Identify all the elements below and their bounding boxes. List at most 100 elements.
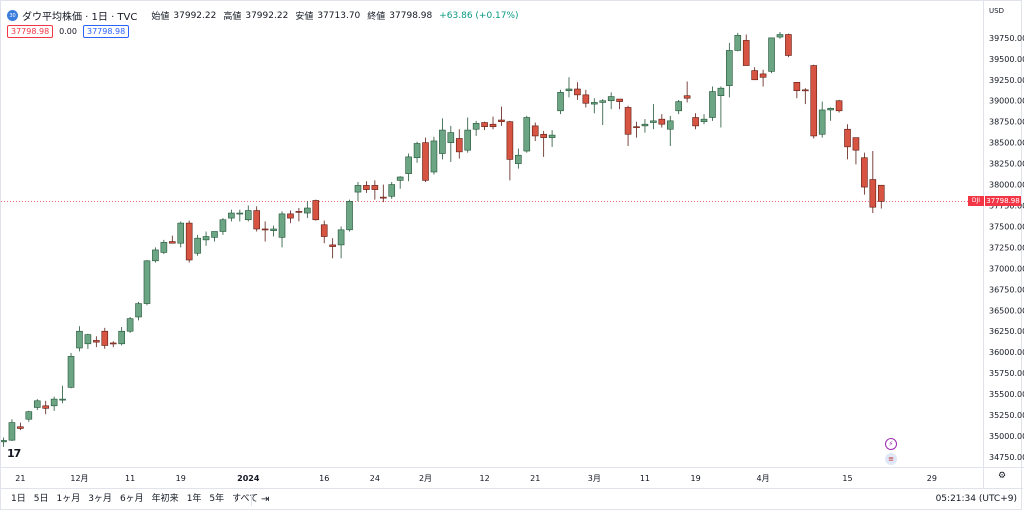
candle[interactable] [219, 218, 227, 235]
candle[interactable] [540, 130, 547, 157]
candle[interactable] [42, 400, 50, 415]
candle[interactable] [869, 151, 877, 214]
candle[interactable] [557, 89, 564, 115]
candle[interactable] [852, 137, 860, 165]
candle[interactable] [25, 410, 33, 422]
candle[interactable] [574, 82, 581, 100]
clock[interactable]: 05:21:34 (UTC+9) [935, 494, 1017, 504]
candle[interactable] [531, 122, 539, 141]
us-flag-icon[interactable]: ≡ [885, 453, 897, 465]
candle[interactable] [33, 399, 41, 411]
candle[interactable] [354, 182, 362, 202]
candle[interactable] [801, 88, 809, 105]
candle[interactable] [50, 396, 58, 411]
candle[interactable] [607, 92, 615, 110]
candle[interactable] [472, 120, 480, 136]
candle[interactable] [346, 199, 353, 232]
candle[interactable] [481, 121, 488, 131]
candle[interactable] [827, 107, 834, 121]
candle[interactable] [295, 208, 303, 222]
candle[interactable] [793, 81, 801, 99]
candle[interactable] [413, 141, 421, 163]
candle[interactable] [759, 69, 767, 87]
tradingview-logo-icon[interactable]: 17 [7, 447, 21, 460]
candle[interactable] [447, 125, 455, 162]
candle[interactable] [506, 120, 514, 181]
lightning-icon[interactable]: ⚡ [885, 438, 897, 450]
candle[interactable] [523, 115, 531, 153]
candle[interactable] [742, 34, 750, 66]
candle[interactable] [430, 136, 438, 175]
candle[interactable] [700, 114, 708, 125]
range-button[interactable]: 1ヶ月 [56, 494, 81, 504]
candle[interactable] [734, 32, 742, 52]
time-axis[interactable]: 21 12月 11 19 2024 16 24 2月 12 21 3月 11 19 4月 15 29 [1, 467, 983, 488]
price-axis[interactable]: 39750.00 39500.00 39250.00 39000.00 38750.00… [983, 1, 1024, 467]
candle[interactable] [751, 67, 758, 81]
candle[interactable] [776, 32, 784, 39]
candle[interactable] [692, 113, 699, 130]
range-button[interactable]: 6ヶ月 [119, 494, 144, 504]
candle[interactable] [287, 210, 294, 224]
candle[interactable] [439, 118, 446, 160]
candle[interactable] [135, 301, 142, 321]
candle[interactable] [709, 86, 716, 121]
candle[interactable] [835, 99, 843, 113]
candle[interactable] [244, 205, 252, 222]
candle[interactable] [152, 247, 159, 263]
plot-area[interactable] [1, 1, 983, 467]
candle[interactable] [329, 238, 336, 259]
candle[interactable] [658, 114, 666, 128]
goto-date-icon[interactable]: ⇥ [261, 494, 270, 505]
bid-pill[interactable]: 37798.98 [7, 25, 54, 38]
ask-pill[interactable]: 37798.98 [82, 25, 130, 38]
candle[interactable] [253, 206, 260, 232]
range-button[interactable]: 1年 [186, 494, 202, 504]
candle[interactable] [371, 180, 379, 200]
candle[interactable] [236, 209, 244, 222]
candle[interactable] [422, 137, 429, 183]
candle[interactable] [101, 327, 109, 349]
range-button[interactable]: 5年 [209, 494, 225, 504]
candle[interactable] [582, 89, 590, 108]
candle[interactable] [818, 101, 826, 138]
candle[interactable] [202, 231, 210, 246]
candle[interactable] [17, 422, 24, 431]
range-button[interactable]: 年初来 [151, 494, 179, 504]
candle[interactable] [633, 121, 640, 138]
candle[interactable] [877, 184, 885, 209]
candle[interactable] [388, 182, 396, 199]
candle[interactable] [624, 105, 632, 146]
symbol-title[interactable]: ダウ平均株価 · 1日 · TVC [22, 12, 138, 23]
candle[interactable] [194, 234, 201, 256]
candle[interactable] [650, 104, 657, 130]
candle[interactable] [312, 199, 320, 221]
candle[interactable] [76, 326, 83, 352]
candle[interactable] [261, 221, 269, 242]
candle[interactable] [599, 99, 607, 126]
currency-selector[interactable]: USD [989, 7, 1004, 15]
candle[interactable] [93, 336, 100, 348]
range-button[interactable]: 5日 [33, 494, 49, 504]
candle[interactable] [666, 115, 674, 146]
candle[interactable] [565, 77, 573, 98]
candle[interactable] [810, 64, 818, 139]
candle[interactable] [396, 176, 404, 189]
candle[interactable] [515, 148, 522, 169]
candle[interactable] [228, 209, 235, 222]
candle[interactable] [785, 33, 792, 58]
candle[interactable] [304, 201, 311, 219]
candle[interactable] [455, 129, 463, 159]
candle[interactable] [464, 117, 472, 153]
candlestick-chart[interactable] [1, 1, 983, 467]
candle[interactable] [641, 119, 649, 133]
candle[interactable] [160, 239, 168, 255]
candle[interactable] [616, 98, 623, 110]
candle[interactable] [177, 221, 185, 248]
candle[interactable] [270, 225, 277, 237]
candle[interactable] [118, 327, 125, 346]
candle[interactable] [768, 37, 775, 74]
range-button[interactable]: 1日 [11, 494, 26, 504]
candle[interactable] [590, 98, 598, 114]
candle[interactable] [337, 226, 345, 259]
